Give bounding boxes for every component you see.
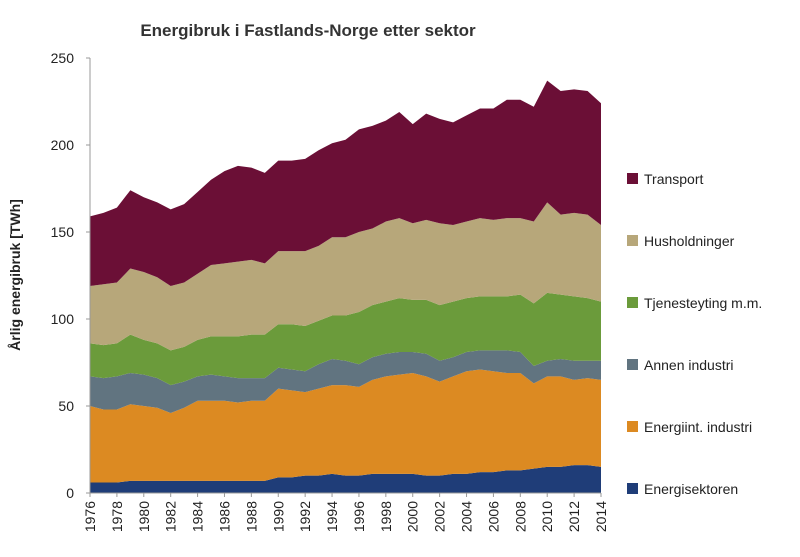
legend-swatch: [627, 359, 638, 370]
legend-label: Transport: [644, 171, 704, 187]
legend-swatch: [627, 297, 638, 308]
x-tick-label: 1980: [136, 501, 152, 532]
area: [90, 465, 601, 493]
legend-swatch: [627, 483, 638, 494]
x-tick-label: 1978: [109, 501, 125, 532]
area: [90, 292, 601, 386]
y-tick-label: 150: [51, 224, 75, 240]
y-tick-label: 100: [51, 311, 75, 327]
legend-swatch: [627, 235, 638, 246]
x-tick-label: 2006: [485, 501, 501, 532]
y-tick-label: 0: [66, 485, 74, 501]
y-tick-label: 250: [51, 50, 75, 66]
legend-label: Annen industri: [644, 357, 734, 373]
x-tick-label: 2008: [512, 501, 528, 532]
x-tick-label: 1982: [163, 501, 179, 532]
area: [90, 369, 601, 483]
x-tick-label: 1998: [378, 501, 394, 532]
y-axis-label: Årlig energibruk [TWh]: [7, 199, 23, 351]
x-tick-label: 2002: [432, 501, 448, 532]
area: [90, 350, 601, 413]
x-tick-label: 1992: [297, 501, 313, 532]
x-tick-label: 1990: [270, 501, 286, 532]
x-tick-label: 1988: [243, 501, 259, 532]
legend-label: Energiint. industri: [644, 419, 752, 435]
x-tick-label: 1996: [351, 501, 367, 532]
x-tick-label: 1976: [82, 501, 98, 532]
area: [90, 202, 601, 351]
x-tick-label: 2004: [459, 501, 475, 532]
x-tick-label: 1994: [324, 501, 340, 532]
chart-title: Energibruk i Fastlands-Norge etter sekto…: [140, 21, 476, 40]
legend-label: Husholdninger: [644, 233, 735, 249]
area: [90, 80, 601, 286]
legend-label: Energisektoren: [644, 481, 738, 497]
x-tick-label: 2000: [405, 501, 421, 532]
legend-label: Tjenesteyting m.m.: [644, 295, 762, 311]
legend-swatch: [627, 421, 638, 432]
x-tick-label: 2014: [593, 501, 609, 532]
legend-swatch: [627, 173, 638, 184]
y-tick-label: 200: [51, 137, 75, 153]
y-tick-label: 50: [58, 398, 74, 414]
x-tick-label: 2012: [566, 501, 582, 532]
x-tick-label: 1986: [216, 501, 232, 532]
x-tick-label: 1984: [190, 501, 206, 532]
x-tick-label: 2010: [539, 501, 555, 532]
